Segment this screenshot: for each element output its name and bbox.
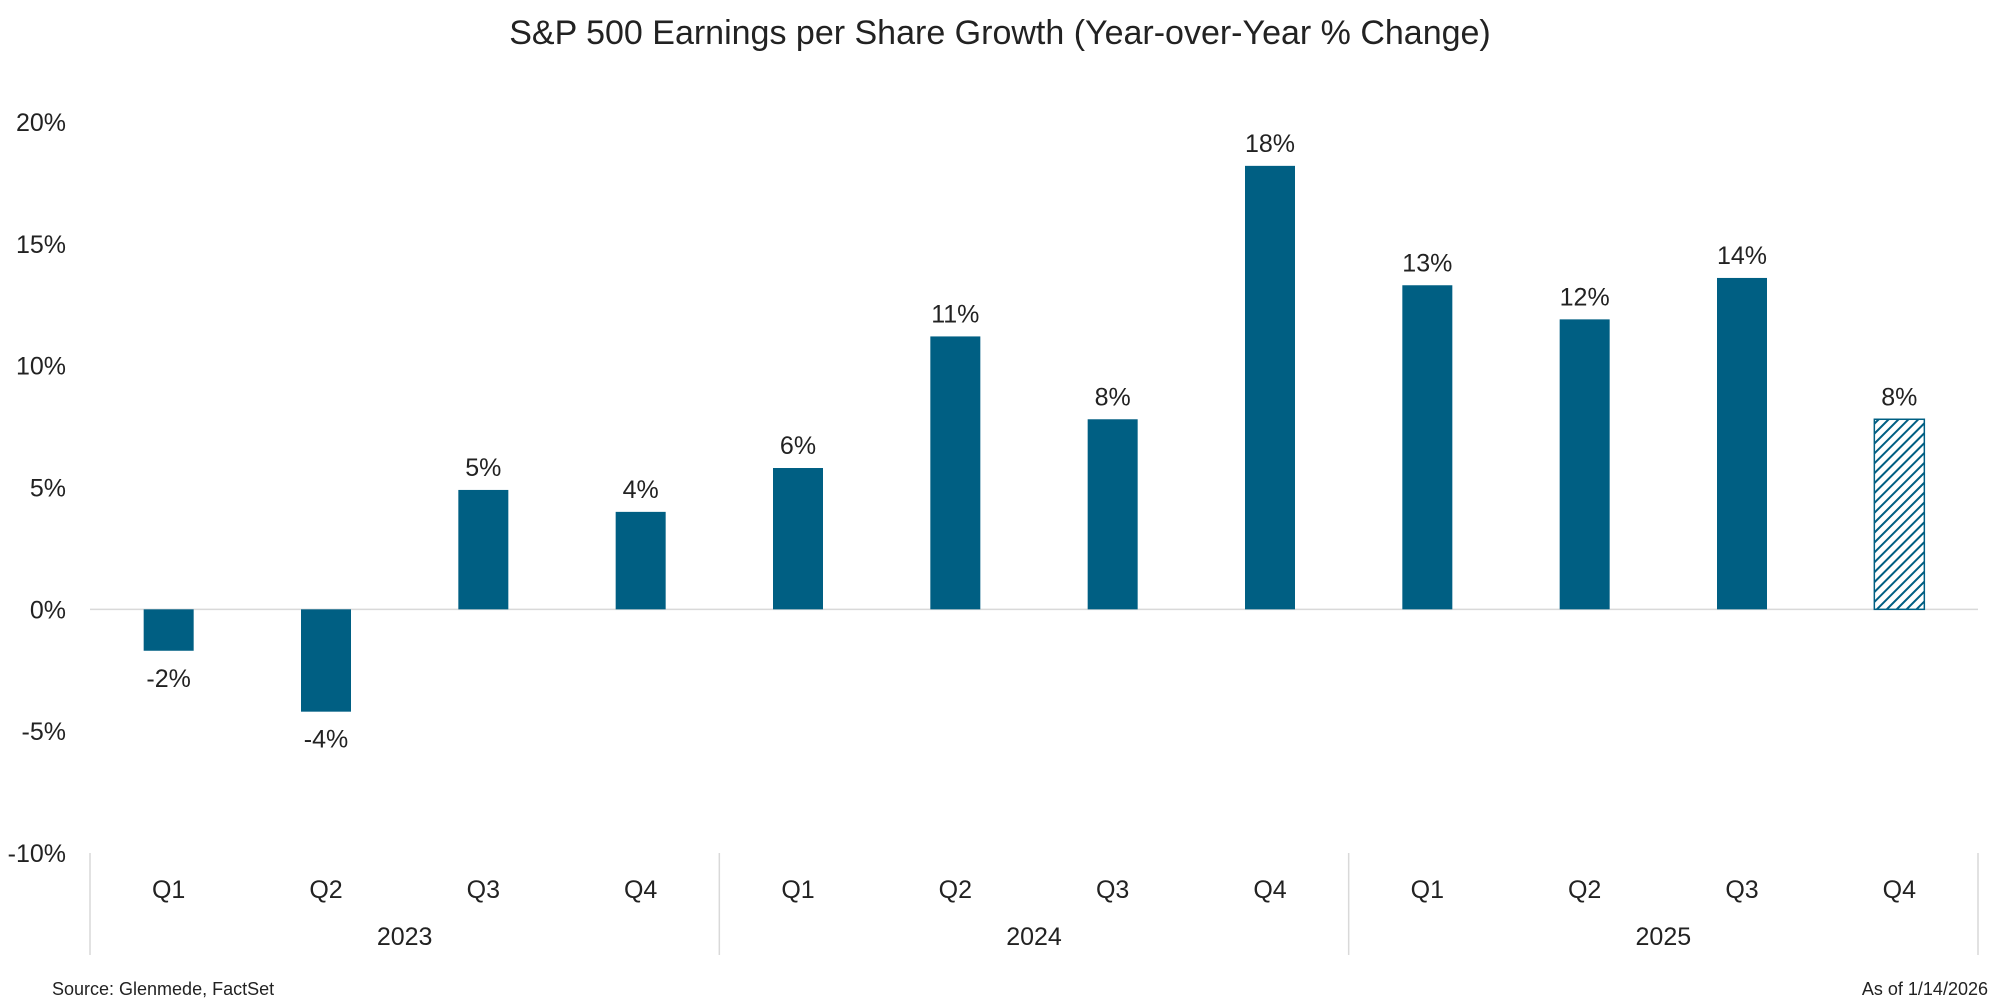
bars <box>143 165 1926 712</box>
x-tick-label: Q3 <box>1725 876 1758 904</box>
data-label: -2% <box>146 665 190 693</box>
x-tick-label: Q4 <box>1883 876 1916 904</box>
y-tick-label: 15% <box>16 231 66 259</box>
x-tick-label: Q2 <box>939 876 972 904</box>
bar <box>615 511 666 610</box>
year-group-label: 2025 <box>1636 923 1692 951</box>
bar-estimate <box>1873 418 1926 611</box>
bar <box>773 468 823 610</box>
as-of-date: As of 1/14/2026 <box>1862 979 1988 999</box>
bar <box>458 489 509 610</box>
bar <box>930 336 981 610</box>
bar <box>301 609 351 712</box>
data-label: 14% <box>1717 242 1767 270</box>
x-tick-label: Q1 <box>781 876 814 904</box>
x-tick-label: Q1 <box>152 876 185 904</box>
x-tick-label: Q3 <box>467 876 500 904</box>
data-label: 8% <box>1095 383 1131 411</box>
y-tick-label: 0% <box>30 596 66 624</box>
x-tick-label: Q4 <box>624 876 657 904</box>
data-label: 18% <box>1245 130 1295 158</box>
data-label: -4% <box>304 726 348 754</box>
year-group-label: 2024 <box>1006 923 1062 951</box>
data-label: 13% <box>1402 249 1452 277</box>
data-labels: -2% -4% 5% 4% 6% 11% 8% 18% 13% 12% 14% 8% <box>146 130 1917 754</box>
data-label: 8% <box>1881 383 1917 411</box>
source-note: Source: Glenmede, FactSet <box>52 979 274 999</box>
bar <box>1559 319 1610 610</box>
data-label: 12% <box>1560 283 1610 311</box>
bar <box>143 609 194 651</box>
x-axis: 2023 2024 2025 Q1 Q2 Q3 Q4 Q1 Q2 Q3 Q4 Q1 Q2 Q3 Q4 <box>89 853 1979 955</box>
y-tick-label: 5% <box>30 475 66 503</box>
y-tick-label: -5% <box>22 718 66 746</box>
data-label: 4% <box>623 476 659 504</box>
x-tick-label: Q4 <box>1253 876 1286 904</box>
bar <box>1402 285 1453 610</box>
x-tick-label: Q1 <box>1411 876 1444 904</box>
y-tick-label: 20% <box>16 109 66 137</box>
chart-title: S&P 500 Earnings per Share Growth (Year-… <box>509 14 1491 52</box>
x-tick-label: Q2 <box>1568 876 1601 904</box>
bar <box>1717 277 1767 610</box>
x-tick-label: Q3 <box>1096 876 1129 904</box>
data-label: 5% <box>465 454 501 482</box>
y-tick-label: -10% <box>8 840 66 868</box>
y-axis-labels: 20% 15% 10% 5% 0% -5% -10% <box>8 109 66 868</box>
year-group-label: 2023 <box>377 923 433 951</box>
data-label: 6% <box>780 432 816 460</box>
y-tick-label: 10% <box>16 353 66 381</box>
x-tick-label: Q2 <box>309 876 342 904</box>
data-label: 11% <box>931 300 979 328</box>
bar <box>1087 419 1138 610</box>
bar <box>1245 165 1295 610</box>
